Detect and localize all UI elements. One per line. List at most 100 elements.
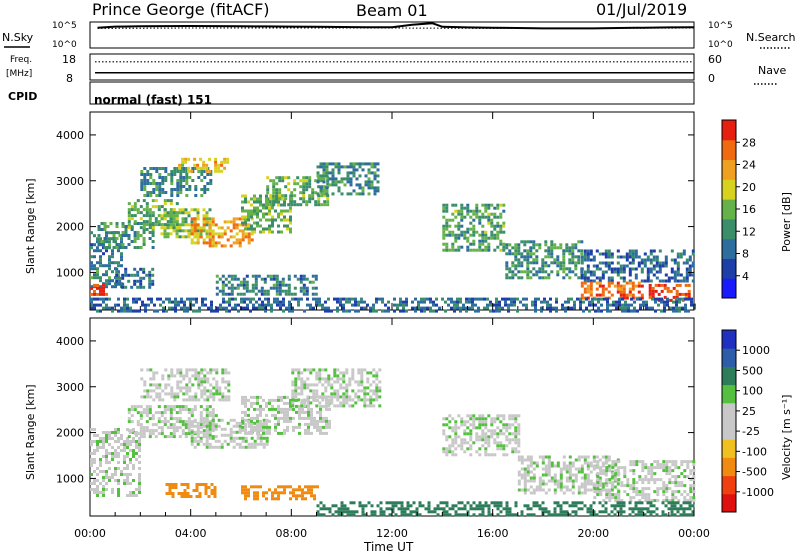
heatmap-cell xyxy=(241,416,244,420)
heatmap-cell xyxy=(179,386,183,390)
heatmap-cell xyxy=(140,185,144,188)
heatmap-cell xyxy=(478,233,482,237)
heatmap-cell xyxy=(127,408,131,412)
heatmap-cell xyxy=(402,303,405,307)
heatmap-cell xyxy=(230,286,234,290)
heatmap-cell xyxy=(292,494,295,498)
heatmap-cell xyxy=(115,267,119,271)
heatmap-cell xyxy=(250,425,253,429)
heatmap-cell xyxy=(133,282,137,286)
heatmap-cell xyxy=(322,180,326,184)
heatmap-cell xyxy=(571,479,575,483)
heatmap-cell xyxy=(550,249,554,253)
heatmap-cell xyxy=(352,162,356,166)
heatmap-cell xyxy=(296,203,300,207)
heatmap-cell xyxy=(674,496,678,500)
heatmap-cell xyxy=(663,300,666,304)
heatmap-cell xyxy=(622,276,626,280)
heatmap-cell xyxy=(469,233,473,237)
heatmap-cell xyxy=(145,205,149,209)
heatmap-cell xyxy=(208,420,212,424)
heatmap-cell xyxy=(613,267,617,271)
heatmap-cell xyxy=(262,425,265,429)
heatmap-cell xyxy=(181,408,185,412)
heatmap-cell xyxy=(346,513,350,517)
heatmap-cell xyxy=(541,467,545,471)
heatmap-cell xyxy=(160,214,164,218)
heatmap-cell xyxy=(475,507,479,511)
heatmap-cell xyxy=(320,203,324,207)
heatmap-cell xyxy=(634,507,638,511)
heatmap-cell xyxy=(637,261,641,265)
heatmap-cell xyxy=(182,170,186,173)
heatmap-cell xyxy=(205,432,209,436)
heatmap-cell xyxy=(306,386,310,390)
heatmap-cell xyxy=(145,273,149,277)
heatmap-cell xyxy=(502,230,506,234)
heatmap-cell xyxy=(217,445,221,449)
heatmap-cell xyxy=(682,249,686,253)
heatmap-cell xyxy=(167,374,171,378)
heatmap-cell xyxy=(680,472,684,476)
heatmap-cell xyxy=(634,284,638,288)
heatmap-cell xyxy=(271,224,274,228)
heatmap-cell xyxy=(511,276,515,280)
heatmap-cell xyxy=(296,176,300,180)
heatmap-cell xyxy=(463,441,467,445)
heatmap-cell xyxy=(357,389,361,393)
heatmap-cell xyxy=(202,420,206,424)
heatmap-cell xyxy=(638,490,642,494)
heatmap-cell xyxy=(586,258,590,262)
heatmap-cell xyxy=(111,270,114,274)
heatmap-cell xyxy=(217,166,221,170)
heatmap-cell xyxy=(108,476,111,479)
heatmap-cell xyxy=(196,439,200,443)
heatmap-cell xyxy=(478,507,482,511)
heatmap-cell xyxy=(626,484,630,488)
heatmap-cell xyxy=(263,289,267,293)
heatmap-cell xyxy=(247,238,251,242)
heatmap-cell xyxy=(199,166,203,170)
heatmap-cell xyxy=(685,507,689,511)
heatmap-cell xyxy=(547,246,551,250)
heatmap-cell xyxy=(117,446,120,449)
heatmap-cell xyxy=(334,510,338,514)
heatmap-cell xyxy=(281,176,285,180)
heatmap-cell xyxy=(504,300,507,304)
heatmap-cell xyxy=(277,212,280,216)
heatmap-cell xyxy=(553,488,557,492)
heatmap-cell xyxy=(499,227,503,231)
heatmap-cell xyxy=(169,408,173,412)
heatmap-cell xyxy=(586,510,590,514)
heatmap-cell xyxy=(142,226,146,230)
heatmap-cell xyxy=(454,248,458,252)
heatmap-cell xyxy=(202,229,206,233)
heatmap-cell xyxy=(490,501,494,505)
heatmap-cell xyxy=(460,212,464,216)
heatmap-cell xyxy=(284,292,288,296)
heatmap-cell xyxy=(292,491,295,495)
heatmap-cell xyxy=(495,309,498,313)
heatmap-cell xyxy=(668,478,672,482)
heatmap-cell xyxy=(351,398,355,402)
heatmap-cell xyxy=(612,303,615,307)
heatmap-cell xyxy=(136,270,140,274)
heatmap-cell xyxy=(275,292,279,296)
heatmap-cell xyxy=(376,180,380,184)
heatmap-cell xyxy=(571,491,575,495)
heatmap-cell xyxy=(505,444,509,448)
heatmap-cell xyxy=(348,398,352,402)
heatmap-cell xyxy=(187,417,191,421)
heatmap-cell xyxy=(373,177,377,181)
heatmap-cell xyxy=(478,221,482,225)
heatmap-cell xyxy=(668,472,672,476)
heatmap-cell xyxy=(474,309,477,313)
heatmap-cell xyxy=(250,485,253,489)
heatmap-cell xyxy=(466,203,470,207)
heatmap-cell xyxy=(171,483,175,486)
heatmap-cell xyxy=(129,443,132,446)
heatmap-cell xyxy=(351,404,355,408)
heatmap-cell xyxy=(274,428,277,432)
heatmap-cell xyxy=(268,407,271,411)
heatmap-cell xyxy=(684,292,688,296)
